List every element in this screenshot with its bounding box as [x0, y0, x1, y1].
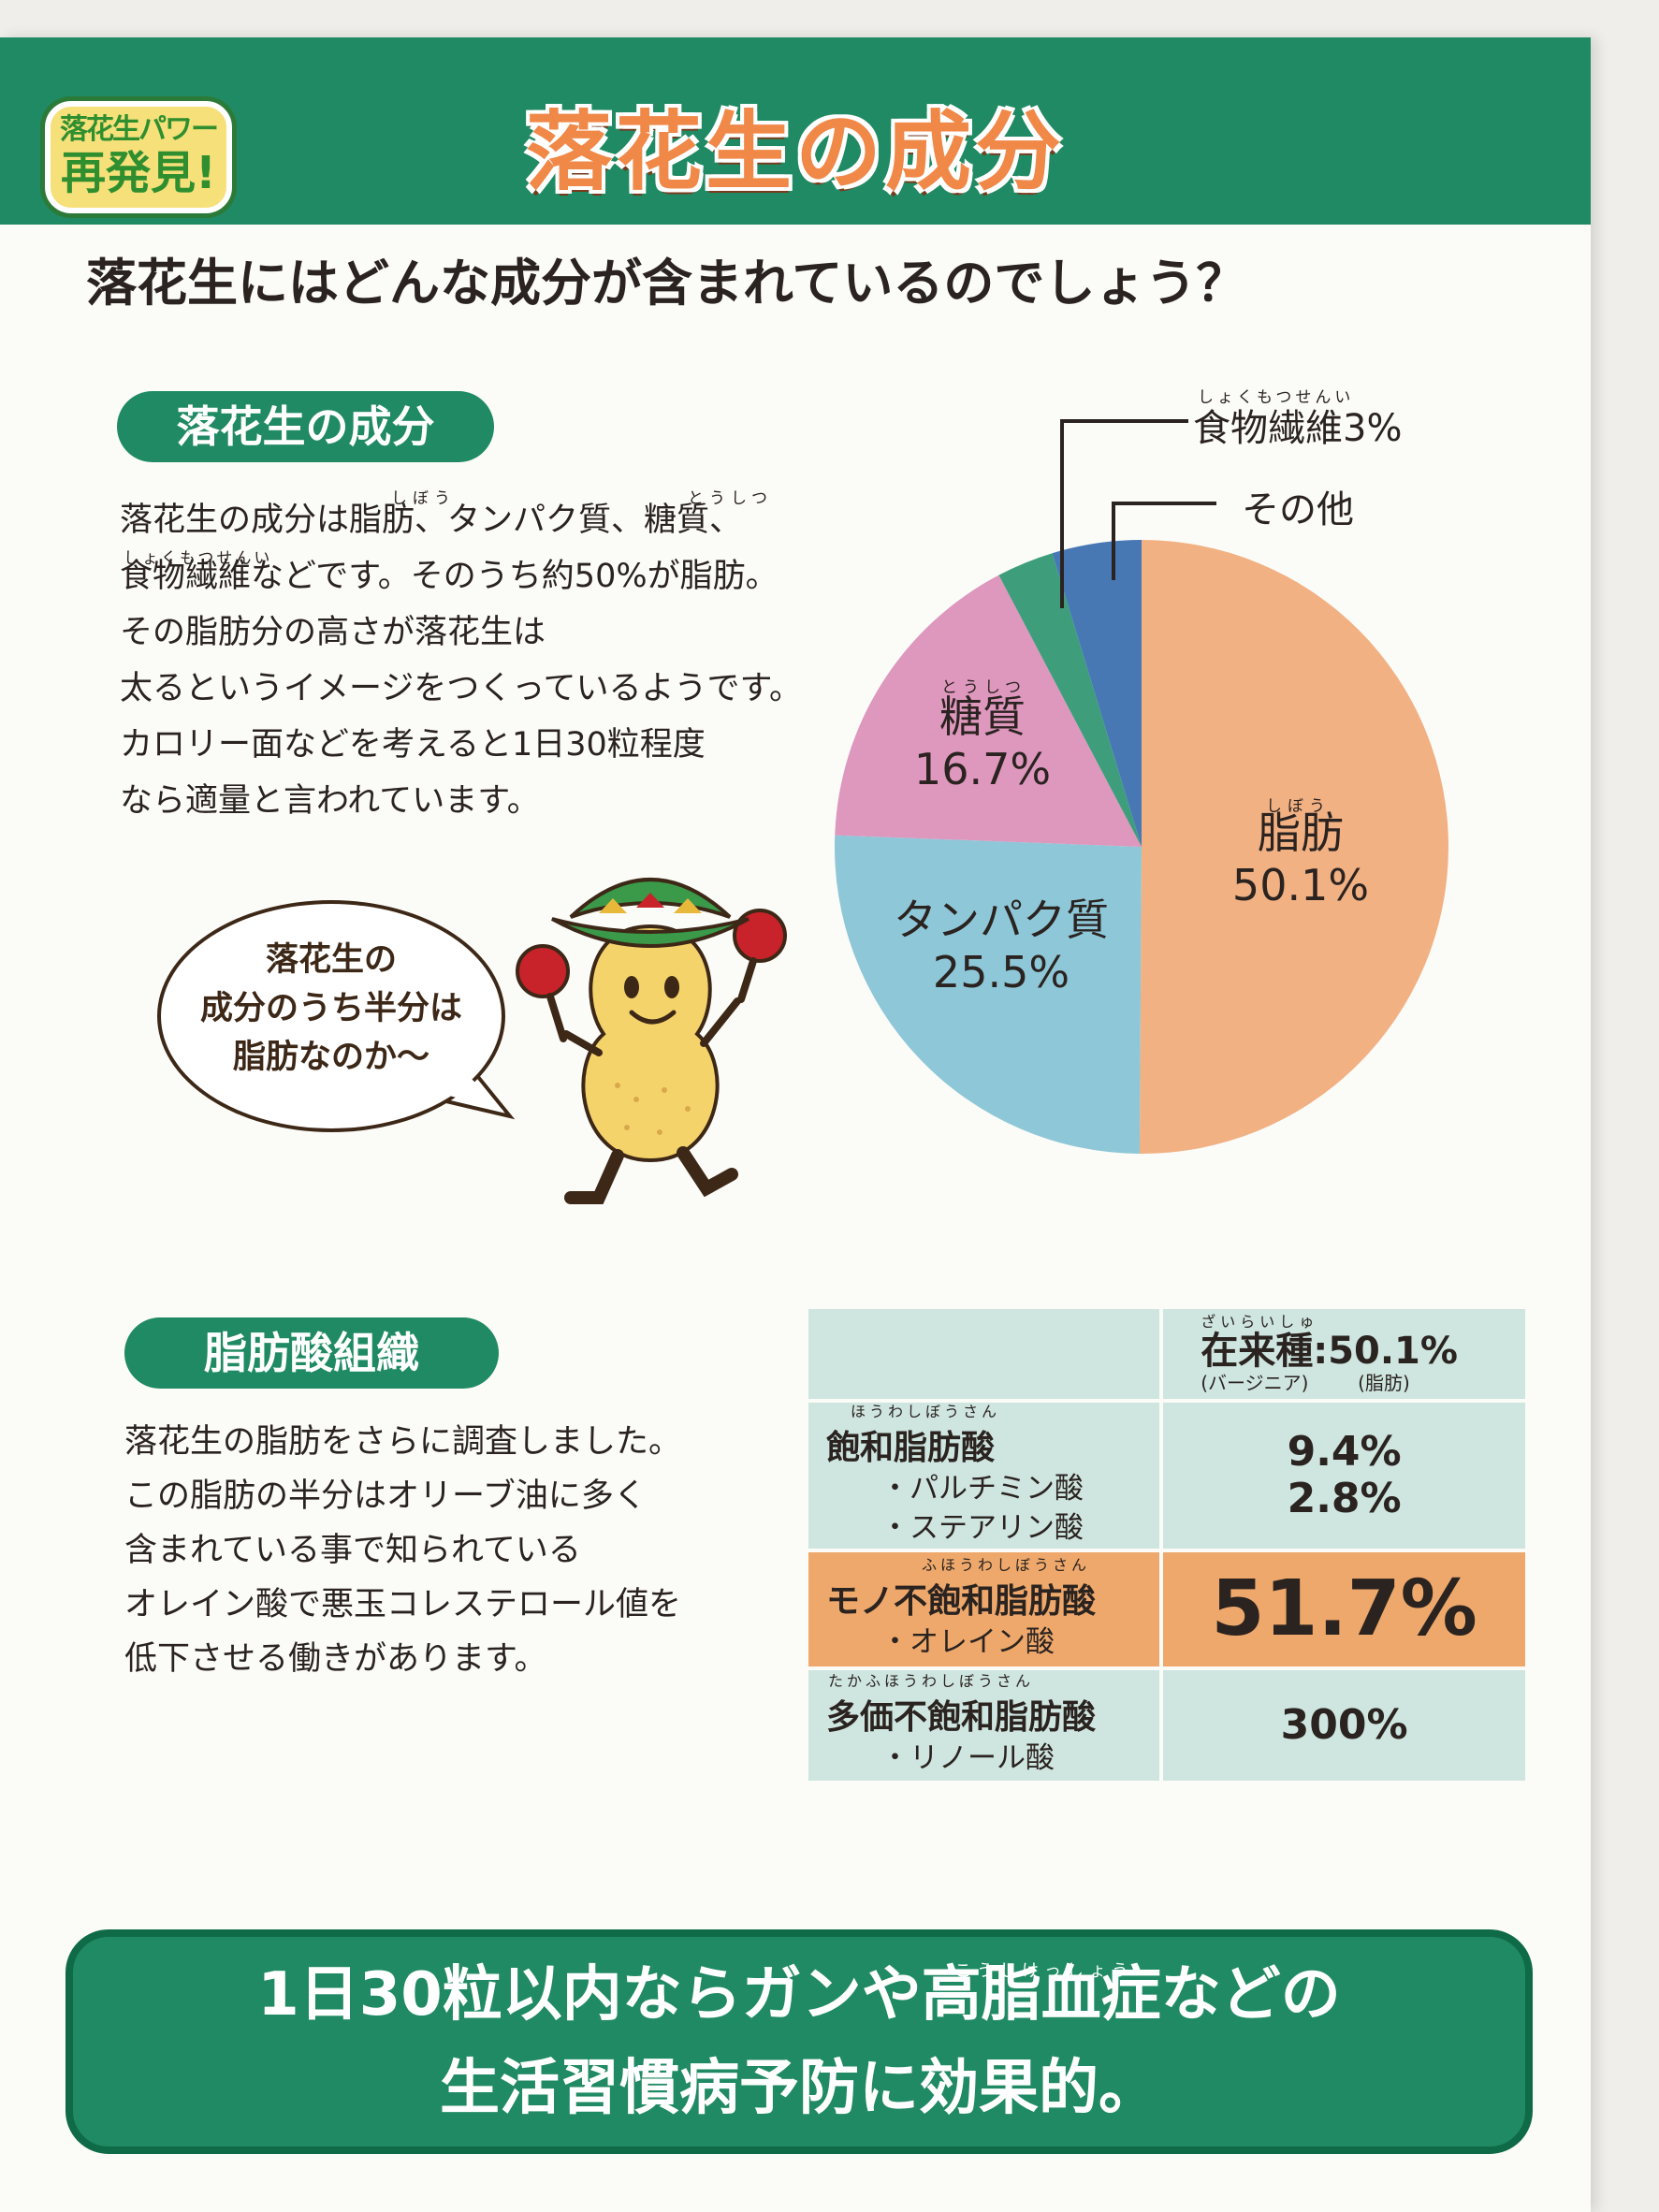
pie-label-other: その他 [1242, 488, 1354, 531]
linoleic-value: 300% [1159, 1666, 1529, 1784]
table-header-row: ざいらいしゅ 在来種:50.1% (バージニア) (脂肪) [804, 1305, 1529, 1403]
pie-label-fat: 脂肪 50.1% [1188, 807, 1413, 911]
header-title: 在来種:50.1% [1201, 1330, 1458, 1373]
saturated-values-cell: 9.4% 2.8% [1159, 1399, 1529, 1552]
fatty-acids-paragraph: 落花生の脂肪をさらに調査しました。 この脂肪の半分はオリーブ油に多く 含まれてい… [124, 1415, 681, 1686]
section-pill-fatty-acids: 脂肪酸組織 [124, 1317, 499, 1389]
fatty-acids-line: オレイン酸で悪玉コレステロール値を [124, 1586, 682, 1623]
pie-label-protein-value: 25.5% [932, 947, 1070, 997]
fatty-acids-line: 落花生の脂肪をさらに調査しました。 [124, 1423, 682, 1461]
saturated-label: 飽和脂肪酸 [826, 1429, 996, 1467]
components-line: 太るというイメージをつくっているようです。 [120, 670, 803, 707]
header-sub-fat: (脂肪) [1358, 1372, 1410, 1394]
badge-line2: 再発見! [61, 147, 216, 199]
fatty-acids-line: 低下させる働きがあります。 [124, 1640, 547, 1678]
speech-bubble-tail-mask [436, 1058, 503, 1111]
question-heading: 落花生にはどんな成分が含まれているのでしょう？ [86, 254, 1247, 313]
saturated-sub: ・ステアリン酸 [880, 1511, 1084, 1545]
pie-label-fat-name: 脂肪 [1258, 808, 1344, 858]
bubble-line: 成分のうち半分は [199, 990, 462, 1027]
table-header-cell: ざいらいしゅ 在来種:50.1% (バージニア) (脂肪) [1159, 1305, 1529, 1403]
components-pie-chart [835, 540, 1448, 1154]
poly-furigana: たかふほうわしぼうさん [828, 1672, 1035, 1690]
bubble-line: 落花生の [265, 941, 397, 979]
pie-label-fat-furigana: しぼう [1266, 797, 1331, 816]
components-line: 落花生の成分は脂肪、タンパク質、糖質、 [120, 502, 743, 539]
power-badge-logo: 落花生パワー 再発見! [45, 101, 232, 213]
oleic-value: 51.7% [1159, 1549, 1529, 1670]
mono-sub: ・オレイン酸 [880, 1625, 1055, 1659]
footer-furigana: こうしけっしょう [954, 1961, 1134, 1981]
page-title: 落花生の成分 [525, 102, 1065, 202]
pie-slice-2 [835, 575, 1142, 847]
components-line: なら適量と言われています。 [120, 782, 540, 820]
fatty-acids-line: 含まれている事で知られている [124, 1532, 581, 1569]
pie-label-fiber: 食物繊維3% [1193, 407, 1403, 450]
pie-label-fiber-furigana: しょくもつせんい [1198, 388, 1355, 407]
footer-banner: 1日30粒以内ならガンや高脂血症などの 生活習慣病予防に効果的。 [65, 1929, 1533, 2154]
pie-slice-4 [1052, 540, 1142, 847]
speech-bubble-text: 落花生の 成分のうち半分は 脂肪なのか〜 [157, 936, 505, 1082]
poly-label-cell: たかふほうわしぼうさん 多価不飽和脂肪酸 ・リノール酸 [804, 1666, 1164, 1784]
pie-label-sugar-value: 16.7% [913, 744, 1052, 794]
pie-label-sugar: 糖質 16.7% [875, 691, 1090, 795]
furigana-shokumotsusen-i: しょくもつせんい [124, 549, 273, 568]
saturated-furigana: ほうわしぼうさん [851, 1403, 1001, 1420]
table-row: ほうわしぼうさん 飽和脂肪酸 ・パルチミン酸 ・ステアリン酸 9.4% 2.8% [804, 1399, 1529, 1552]
badge-line1: 落花生パワー [60, 113, 219, 146]
pie-slice-0 [1139, 540, 1448, 1154]
pie-label-protein: タンパク質 25.5% [861, 894, 1142, 998]
pie-label-fat-value: 50.1% [1231, 860, 1370, 910]
peanut-mascot-icon [516, 878, 787, 1204]
footer-line2: 生活習慣病予防に効果的。 [440, 2054, 1158, 2123]
components-line: 食物繊維などです。そのうち約50%が脂肪。 [120, 558, 779, 595]
header-furigana: ざいらいしゅ [1201, 1313, 1319, 1331]
mono-label-cell: ふほうわしぼうさん モノ不飽和脂肪酸 ・オレイン酸 [804, 1549, 1164, 1670]
pie-slice-1 [835, 835, 1142, 1154]
saturated-sub: ・パルチミン酸 [880, 1472, 1084, 1506]
palmitic-value: 9.4% [1287, 1428, 1402, 1476]
fatty-acids-line: この脂肪の半分はオリーブ油に多く [124, 1477, 647, 1515]
pie-label-sugar-name: 糖質 [939, 691, 1026, 742]
components-line: カロリー面などを考えると1日30粒程度 [120, 726, 706, 764]
header-bar [0, 37, 1591, 225]
table-row: ふほうわしぼうさん モノ不飽和脂肪酸 ・オレイン酸 51.7% [804, 1549, 1529, 1670]
footer-line1: 1日30粒以内ならガンや高脂血症などの [257, 1960, 1341, 2030]
header-sub-virginia: (バージニア) [1201, 1372, 1309, 1394]
table-row: たかふほうわしぼうさん 多価不飽和脂肪酸 ・リノール酸 300% [804, 1666, 1529, 1784]
pie-label-protein-name: タンパク質 [894, 895, 1109, 945]
components-paragraph: 落花生の成分は脂肪、タンパク質、糖質、 食物繊維などです。そのうち約50%が脂肪… [120, 492, 802, 829]
table-header-empty [804, 1305, 1164, 1403]
saturated-label-cell: ほうわしぼうさん 飽和脂肪酸 ・パルチミン酸 ・ステアリン酸 [804, 1399, 1164, 1552]
furigana-toushitsu: とうしつ [688, 489, 773, 508]
pie-label-sugar-furigana: とうしつ [941, 678, 1026, 697]
furigana-shibou: しぼう [391, 489, 456, 508]
stearic-value: 2.8% [1287, 1475, 1402, 1522]
pie-callout-lines [1060, 419, 1216, 608]
section-pill-components: 落花生の成分 [117, 391, 494, 462]
components-line: その脂肪分の高さが落花生は [120, 614, 546, 651]
mono-label: モノ不飽和脂肪酸 [826, 1582, 1097, 1621]
bubble-line: 脂肪なのか〜 [232, 1039, 429, 1076]
poly-sub: ・リノール酸 [880, 1741, 1055, 1775]
fatty-acid-table: ざいらいしゅ 在来種:50.1% (バージニア) (脂肪) ほうわしぼうさん 飽… [804, 1305, 1529, 1784]
pie-slice-3 [998, 553, 1142, 847]
poly-label: 多価不飽和脂肪酸 [826, 1698, 1097, 1737]
mono-furigana: ふほうわしぼうさん [922, 1556, 1091, 1574]
